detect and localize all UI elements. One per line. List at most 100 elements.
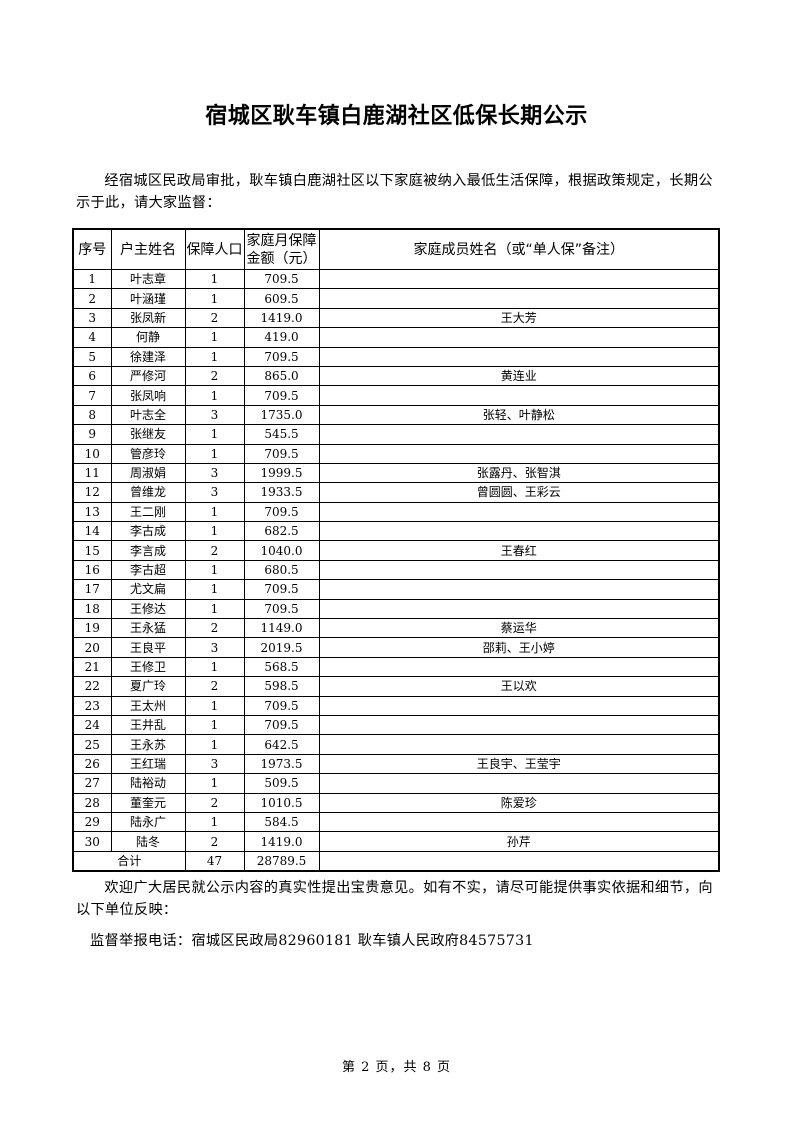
cell-amount: 642.5 xyxy=(243,734,320,755)
cell-amount: 709.5 xyxy=(243,598,320,620)
cell-householder: 王修卫 xyxy=(110,656,186,678)
cell-amount: 709.5 xyxy=(243,443,320,464)
cell-index: 5 xyxy=(72,346,112,367)
table-row: 22 夏广玲 2 598.5 王以欢 xyxy=(72,676,720,697)
cell-members: 黄连业 xyxy=(318,365,720,387)
cell-householder: 夏广玲 xyxy=(110,676,186,697)
cell-members xyxy=(318,327,720,348)
table-row: 21 王修卫 1 568.5 xyxy=(72,656,720,678)
cell-people: 1 xyxy=(184,695,245,716)
table-row: 9 张继友 1 545.5 xyxy=(72,424,720,445)
cell-householder: 何静 xyxy=(110,327,186,348)
cell-amount: 709.5 xyxy=(243,346,320,367)
cell-members xyxy=(318,579,720,600)
cell-members: 王春红 xyxy=(318,540,720,561)
table-row: 6 严修河 2 865.0 黄连业 xyxy=(72,365,720,387)
cell-index: 3 xyxy=(72,307,112,329)
cell-amount: 1419.0 xyxy=(243,307,320,329)
cell-index: 22 xyxy=(72,676,112,697)
cell-people: 1 xyxy=(184,714,245,736)
cell-people: 1 xyxy=(184,327,245,348)
cell-people: 1 xyxy=(184,501,245,523)
cell-householder: 徐建泽 xyxy=(110,346,186,367)
cell-people: 1 xyxy=(184,288,245,309)
cell-members xyxy=(318,598,720,620)
cell-amount: 709.5 xyxy=(243,268,320,290)
cell-amount: 598.5 xyxy=(243,676,320,697)
cell-members: 邵莉、王小婷 xyxy=(318,637,720,658)
cell-index: 24 xyxy=(72,714,112,736)
cell-index: 13 xyxy=(72,501,112,523)
cell-householder: 李古超 xyxy=(110,559,186,581)
cell-householder: 王良平 xyxy=(110,637,186,658)
cell-people: 1 xyxy=(184,268,245,290)
total-note xyxy=(318,850,720,872)
table-row: 30 陆冬 2 1419.0 孙芹 xyxy=(72,831,720,852)
cell-people: 1 xyxy=(184,521,245,542)
cell-members: 张轻、叶静松 xyxy=(318,404,720,426)
cell-amount: 709.5 xyxy=(243,501,320,523)
cell-amount: 680.5 xyxy=(243,559,320,581)
table-row: 1 叶志章 1 709.5 xyxy=(72,268,720,290)
total-label: 合计 xyxy=(72,850,186,872)
cell-index: 16 xyxy=(72,559,112,581)
cell-people: 3 xyxy=(184,462,245,484)
cell-index: 1 xyxy=(72,268,112,290)
header-members: 家庭成员姓名（或“单人保”备注） xyxy=(318,228,720,270)
cell-amount: 1419.0 xyxy=(243,831,320,852)
cell-amount: 419.0 xyxy=(243,327,320,348)
cell-householder: 尤文扁 xyxy=(110,579,186,600)
header-index: 序号 xyxy=(72,228,112,270)
table-row: 29 陆永广 1 584.5 xyxy=(72,811,720,833)
cell-householder: 张凤响 xyxy=(110,385,186,406)
cell-people: 1 xyxy=(184,811,245,833)
total-row: 合计 47 28789.5 xyxy=(72,850,720,872)
cell-index: 18 xyxy=(72,598,112,620)
cell-index: 4 xyxy=(72,327,112,348)
header-householder: 户主姓名 xyxy=(110,228,186,270)
cell-amount: 2019.5 xyxy=(243,637,320,658)
cell-amount: 709.5 xyxy=(243,695,320,716)
cell-index: 6 xyxy=(72,365,112,387)
cell-members xyxy=(318,656,720,678)
cell-householder: 陆裕动 xyxy=(110,773,186,794)
cell-members xyxy=(318,288,720,309)
cell-index: 29 xyxy=(72,811,112,833)
cell-members xyxy=(318,501,720,523)
table-row: 24 王井乱 1 709.5 xyxy=(72,714,720,736)
cell-members: 曾圆圆、王彩云 xyxy=(318,482,720,503)
cell-householder: 王永猛 xyxy=(110,618,186,639)
cell-members: 张露丹、张智淇 xyxy=(318,462,720,484)
cell-householder: 董奎元 xyxy=(110,792,186,813)
cell-index: 8 xyxy=(72,404,112,426)
cell-index: 17 xyxy=(72,579,112,600)
cell-people: 3 xyxy=(184,637,245,658)
cell-members: 孙芹 xyxy=(318,831,720,852)
cell-people: 1 xyxy=(184,424,245,445)
cell-householder: 周淑娟 xyxy=(110,462,186,484)
cell-people: 3 xyxy=(184,482,245,503)
cell-householder: 叶志章 xyxy=(110,268,186,290)
cell-index: 30 xyxy=(72,831,112,852)
table-row: 19 王永猛 2 1149.0 蔡运华 xyxy=(72,618,720,639)
table-row: 7 张凤响 1 709.5 xyxy=(72,385,720,406)
table-row: 27 陆裕动 1 509.5 xyxy=(72,773,720,794)
total-amount: 28789.5 xyxy=(243,850,320,872)
table-header-row: 序号 户主姓名 保障人口 家庭月保障金额（元） 家庭成员姓名（或“单人保”备注） xyxy=(72,228,720,270)
cell-people: 2 xyxy=(184,831,245,852)
cell-householder: 叶志全 xyxy=(110,404,186,426)
cell-index: 9 xyxy=(72,424,112,445)
cell-householder: 王二刚 xyxy=(110,501,186,523)
table-row: 25 王永苏 1 642.5 xyxy=(72,734,720,755)
table-row: 14 李古成 1 682.5 xyxy=(72,521,720,542)
cell-amount: 709.5 xyxy=(243,579,320,600)
cell-people: 1 xyxy=(184,598,245,620)
cell-householder: 管彦玲 xyxy=(110,443,186,464)
cell-people: 1 xyxy=(184,656,245,678)
cell-amount: 545.5 xyxy=(243,424,320,445)
table-row: 13 王二刚 1 709.5 xyxy=(72,501,720,523)
cell-householder: 王太州 xyxy=(110,695,186,716)
cell-people: 3 xyxy=(184,753,245,775)
cell-index: 27 xyxy=(72,773,112,794)
cell-amount: 584.5 xyxy=(243,811,320,833)
